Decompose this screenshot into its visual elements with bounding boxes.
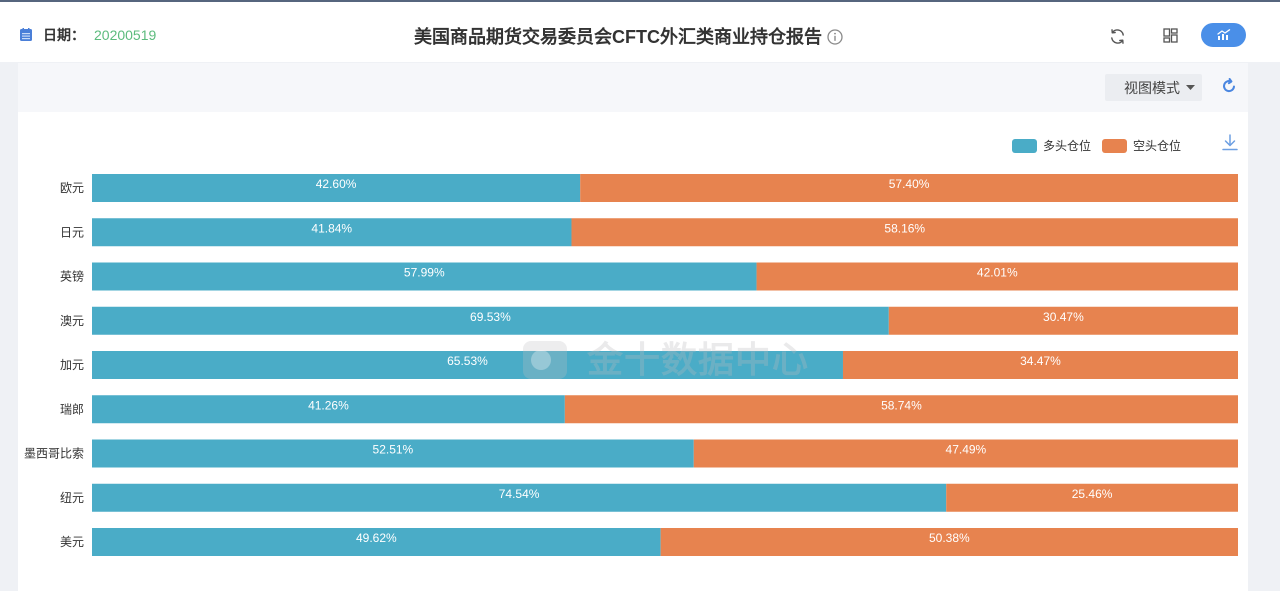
bar-label-short-position: 47.49% bbox=[946, 443, 987, 457]
bar-row: 日元 41.84% 58.16% bbox=[60, 218, 1238, 247]
bar-segment-short-position bbox=[888, 306, 1238, 335]
bar-segment-short-position bbox=[842, 351, 1238, 379]
bar-segment-long-position bbox=[92, 528, 661, 556]
bar-segment-long-position bbox=[92, 395, 565, 424]
header-bar: 日期： 20200519 美国商品期货交易委员会CFTC外汇类商业持仓报告 bbox=[0, 0, 1280, 62]
date-label: 日期： bbox=[43, 27, 85, 43]
category-label: 墨西哥比索 bbox=[24, 447, 84, 461]
category-label: 澳元 bbox=[60, 314, 84, 328]
category-label: 英镑 bbox=[60, 269, 84, 284]
bar-label-short-position: 50.38% bbox=[929, 531, 970, 545]
legend-label: 空头仓位 bbox=[1133, 139, 1182, 153]
layout-grid-icon bbox=[1162, 27, 1178, 43]
reload-icon[interactable] bbox=[1221, 78, 1237, 94]
legend-item-short-position[interactable]: 空头仓位 bbox=[1102, 138, 1181, 154]
bar-segment-short-position bbox=[693, 439, 1238, 468]
bar-row: 纽元 74.54% 25.46% bbox=[60, 483, 1238, 512]
bar-row: 欧元 42.60% 57.40% bbox=[60, 174, 1238, 202]
category-label: 加元 bbox=[60, 358, 84, 372]
bar-segment-short-position bbox=[946, 483, 1238, 512]
bar-label-short-position: 58.74% bbox=[881, 398, 922, 412]
legend-swatch bbox=[1012, 139, 1037, 153]
bar-row: 澳元 69.53% 30.47% bbox=[60, 306, 1238, 335]
bar-label-long-position: 57.99% bbox=[404, 266, 445, 280]
chart-icon bbox=[1216, 29, 1230, 40]
bar-segment-short-position bbox=[571, 218, 1238, 247]
date-picker-value[interactable]: 20200519 bbox=[94, 27, 157, 43]
category-label: 纽元 bbox=[60, 491, 84, 505]
bar-label-short-position: 42.01% bbox=[977, 266, 1018, 280]
bar-segment-long-position bbox=[92, 306, 889, 335]
bar-row: 瑞郎 41.26% 58.74% bbox=[60, 395, 1238, 424]
bar-segment-long-position bbox=[92, 218, 572, 247]
bar-row: 英镑 57.99% 42.01% bbox=[60, 262, 1238, 291]
bar-segment-long-position bbox=[92, 262, 757, 291]
bar-label-long-position: 74.54% bbox=[499, 487, 540, 501]
download-icon[interactable] bbox=[1222, 134, 1238, 151]
page-title-group: 美国商品期货交易委员会CFTC外汇类商业持仓报告 bbox=[414, 25, 843, 49]
chart-view-button[interactable] bbox=[1201, 23, 1246, 47]
refresh-icon bbox=[1110, 28, 1124, 44]
legend-item-long-position[interactable]: 多头仓位 bbox=[1012, 138, 1091, 154]
bar-segment-short-position bbox=[756, 262, 1238, 291]
category-label: 欧元 bbox=[60, 181, 84, 195]
legend-swatch bbox=[1102, 139, 1127, 153]
category-label: 日元 bbox=[60, 225, 84, 239]
page-title: 美国商品期货交易委员会CFTC外汇类商业持仓报告 bbox=[414, 27, 822, 47]
bar-segment-long-position bbox=[92, 174, 581, 202]
category-label: 美元 bbox=[60, 535, 84, 549]
calendar-icon[interactable] bbox=[20, 28, 32, 41]
bar-label-long-position: 69.53% bbox=[470, 310, 511, 324]
view-mode-label: 视图模式 bbox=[1124, 79, 1180, 96]
bar-segment-long-position bbox=[92, 439, 694, 468]
chart-area: 欧元 42.60% 57.40% 日元 41.84% 58.16% 英镑 57.99% 42.0… bbox=[18, 112, 1248, 591]
bar-label-long-position: 52.51% bbox=[373, 443, 414, 457]
bar-segment-short-position bbox=[564, 395, 1238, 424]
bar-row: 墨西哥比索 52.51% 47.49% bbox=[24, 439, 1238, 468]
info-icon[interactable] bbox=[827, 29, 843, 45]
refresh-button[interactable] bbox=[1106, 25, 1128, 47]
bar-label-long-position: 49.62% bbox=[356, 531, 397, 545]
bar-label-long-position: 42.60% bbox=[316, 177, 357, 191]
bar-label-short-position: 58.16% bbox=[884, 221, 925, 235]
stacked-bar-chart: 欧元 42.60% 57.40% 日元 41.84% 58.16% 英镑 57.99% 42.0… bbox=[24, 174, 1238, 556]
bar-segment-long-position bbox=[92, 483, 947, 512]
bar-label-long-position: 41.26% bbox=[308, 398, 349, 412]
category-label: 瑞郎 bbox=[60, 402, 84, 416]
bar-label-short-position: 30.47% bbox=[1043, 310, 1084, 324]
bar-label-long-position: 65.53% bbox=[447, 354, 488, 368]
bar-row: 美元 49.62% 50.38% bbox=[60, 528, 1238, 556]
chart-toolbar: 视图模式 bbox=[18, 63, 1248, 112]
bar-label-short-position: 57.40% bbox=[889, 177, 930, 191]
bar-segment-short-position bbox=[580, 174, 1238, 202]
bar-segment-long-position bbox=[92, 351, 843, 379]
view-mode-dropdown[interactable]: 视图模式 bbox=[1105, 74, 1202, 101]
bar-label-short-position: 25.46% bbox=[1072, 487, 1113, 501]
bar-label-short-position: 34.47% bbox=[1020, 354, 1061, 368]
report-card: 视图模式 欧元 42.60% 57.40% 日元 41.84% 58.16% 英镑 57.99… bbox=[18, 63, 1248, 591]
bar-label-long-position: 41.84% bbox=[311, 221, 352, 235]
layout-button[interactable] bbox=[1159, 24, 1181, 46]
legend-label: 多头仓位 bbox=[1043, 139, 1092, 153]
bar-segment-short-position bbox=[660, 528, 1238, 556]
bar-row: 加元 65.53% 34.47% bbox=[60, 351, 1238, 379]
caret-down-icon bbox=[1186, 85, 1195, 90]
